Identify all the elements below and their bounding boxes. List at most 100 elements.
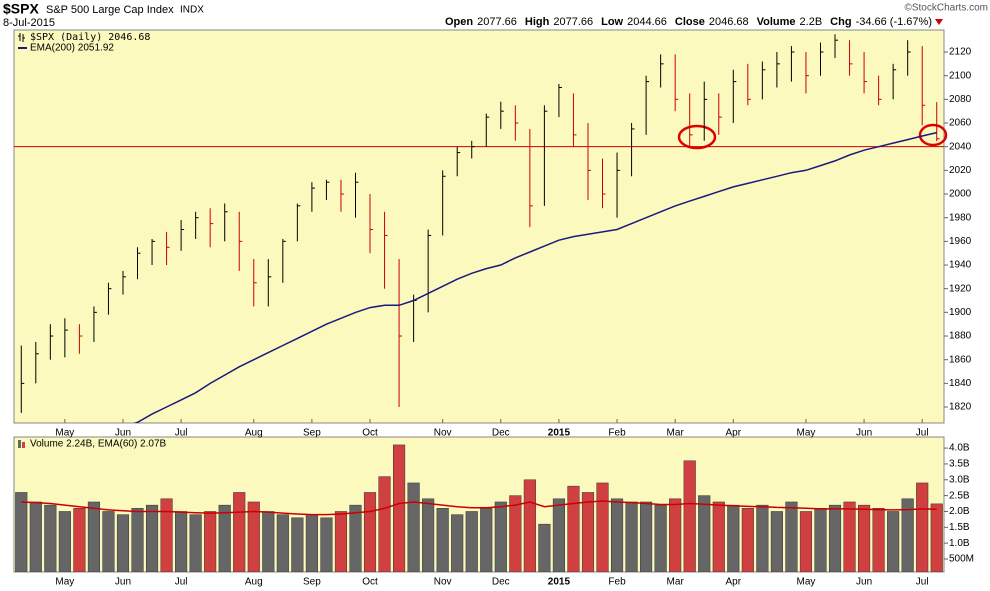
x-tick-label: Aug	[245, 428, 263, 439]
volume-bar	[422, 498, 435, 572]
ema-line	[133, 131, 937, 423]
y-tick-label: 1880	[949, 331, 972, 342]
quote-label: Low	[601, 16, 623, 28]
y-tick-label: 2080	[949, 94, 972, 105]
x-tick-label: Feb	[608, 577, 626, 588]
volume-bar	[102, 511, 115, 572]
volume-bar	[770, 511, 783, 572]
plot-area	[14, 34, 944, 423]
x-tick-label: 2015	[548, 577, 571, 588]
x-tick-label: Jul	[916, 577, 929, 588]
volume-bar	[640, 501, 653, 572]
quote-bar: -34.66 (-1.67%) Chg 2.2B Volume 2046.68 Close…	[445, 16, 932, 28]
quote-label: High	[525, 16, 550, 28]
y-tick-label: 2100	[949, 70, 972, 81]
quote-label: Chg	[830, 16, 851, 28]
volume-bar	[363, 492, 377, 572]
symbol: $SPX	[3, 1, 39, 17]
volume-bar	[494, 501, 507, 572]
volume-bar	[73, 508, 86, 572]
y-tick-label: 2060	[949, 118, 972, 129]
quote-value: 2.2B	[800, 16, 823, 28]
annotation-circle	[677, 124, 717, 150]
volume-bar	[581, 492, 595, 572]
legend-price: $SPX (Daily) 2046.68	[30, 32, 150, 43]
volume-bar	[828, 504, 842, 572]
volume-bar	[233, 492, 246, 572]
x-tick-label: Nov	[434, 428, 452, 439]
volume-bar	[451, 514, 464, 572]
y-tick-label: 500M	[949, 554, 974, 565]
y-tick-label: 1920	[949, 283, 972, 294]
legend-icon	[22, 442, 25, 448]
x-tick-label: Dec	[492, 577, 510, 588]
legend-ema: EMA(200) 2051.92	[30, 43, 114, 54]
volume-bar	[930, 503, 943, 572]
y-tick-label: 1980	[949, 212, 972, 223]
x-tick-label: Jul	[175, 428, 188, 439]
y-tick-label: 1860	[949, 354, 972, 365]
x-tick-label: Mar	[667, 428, 685, 439]
volume-bar	[436, 508, 449, 572]
volume-bar	[44, 504, 57, 572]
volume-bar	[814, 508, 827, 572]
y-tick-label: 1.5B	[949, 522, 970, 533]
annotation-circle	[918, 123, 948, 147]
volume-bar	[29, 501, 42, 572]
volume-bar	[683, 460, 696, 572]
x-tick-label: Jun	[856, 577, 872, 588]
y-tick-label: 1.0B	[949, 538, 970, 549]
volume-bar	[87, 501, 100, 572]
x-tick-label: Jun	[115, 428, 131, 439]
volume-bar	[480, 508, 493, 572]
volume-bar	[393, 444, 406, 572]
volume-bar	[276, 514, 289, 572]
volume-bar	[145, 504, 159, 572]
quote-label: Open	[445, 16, 473, 28]
volume-bar	[567, 485, 580, 572]
volume-bar	[291, 517, 304, 572]
volume-bar	[131, 508, 144, 572]
volume-bar	[15, 492, 28, 572]
volume-bar	[552, 498, 565, 572]
legend-icon	[18, 33, 25, 42]
volume-bar	[887, 511, 900, 572]
volume-bar	[799, 511, 813, 572]
plot-area	[15, 444, 943, 572]
volume-bar	[509, 495, 522, 572]
volume-bar	[538, 523, 551, 572]
quote-value: 2046.68	[709, 16, 749, 28]
volume-bar	[407, 482, 420, 572]
y-tick-label: 2040	[949, 141, 972, 152]
copyright: ©StockCharts.com	[904, 3, 988, 14]
x-tick-label: May	[797, 577, 816, 588]
y-tick-label: 1820	[949, 402, 972, 413]
volume-bar	[218, 504, 231, 572]
index-name: S&P 500 Large Cap Index	[46, 4, 174, 16]
x-tick-label: May	[797, 428, 816, 439]
quote-value: 2077.66	[553, 16, 593, 28]
x-tick-label: Mar	[667, 577, 685, 588]
volume-bar	[916, 482, 929, 572]
volume-ema-line	[21, 500, 937, 516]
volume-bar	[741, 508, 754, 572]
volume-bar	[58, 511, 71, 572]
x-tick-label: May	[55, 577, 74, 588]
volume-bar	[785, 501, 798, 572]
volume-bar	[610, 498, 624, 572]
x-tick-label: Apr	[726, 428, 742, 439]
volume-bar	[698, 495, 711, 572]
y-tick-label: 1840	[949, 378, 972, 389]
y-tick-label: 1940	[949, 260, 972, 271]
y-tick-label: 4.0B	[949, 443, 970, 454]
price-panel	[13, 29, 945, 424]
volume-bar	[116, 514, 130, 572]
volume-bar	[523, 479, 536, 572]
volume-bar	[320, 517, 333, 572]
volume-bar	[334, 511, 348, 572]
volume-bar	[712, 501, 725, 572]
down-arrow	[935, 19, 943, 25]
quote-label: Close	[675, 16, 705, 28]
volume-bar	[204, 511, 217, 572]
x-tick-label: Aug	[245, 577, 263, 588]
